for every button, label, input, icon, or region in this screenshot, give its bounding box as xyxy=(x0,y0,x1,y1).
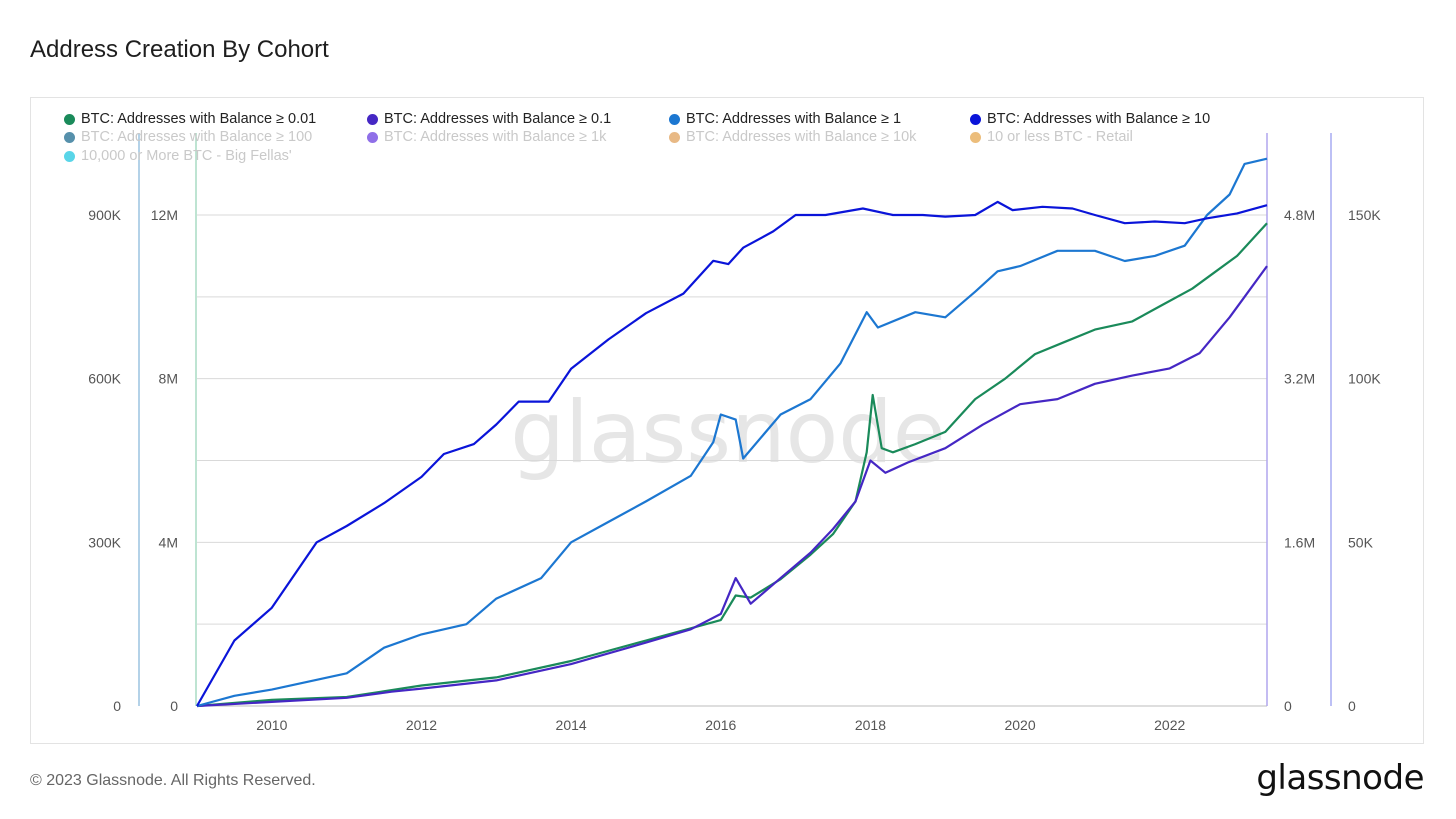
y-tick-label: 900K xyxy=(88,207,121,223)
x-tick-label: 2012 xyxy=(406,717,437,733)
legend-label: BTC: Addresses with Balance ≥ 1k xyxy=(384,129,607,145)
legend-dot xyxy=(669,113,680,125)
chart-title: Address Creation By Cohort xyxy=(30,36,329,63)
legend-item[interactable]: BTC: Addresses with Balance ≥ 1 xyxy=(669,111,901,127)
y-tick-label: 4M xyxy=(159,534,178,550)
series-line xyxy=(196,200,1268,707)
axis-lines xyxy=(138,133,1332,706)
y-tick-label: 100K xyxy=(1348,371,1381,387)
legend-label: BTC: Addresses with Balance ≥ 10k xyxy=(686,129,917,145)
legend-item[interactable]: BTC: Addresses with Balance ≥ 100 xyxy=(64,129,312,145)
legend-label: BTC: Addresses with Balance ≥ 100 xyxy=(81,129,313,145)
legend-dot xyxy=(367,113,378,125)
y-tick-label: 50K xyxy=(1348,534,1374,550)
y-tick-label: 0 xyxy=(1348,698,1356,714)
y-tick-label: 300K xyxy=(88,534,121,550)
y-tick-label: 4.8M xyxy=(1284,207,1315,223)
legend-item[interactable]: BTC: Addresses with Balance ≥ 0.1 xyxy=(367,111,611,127)
legend-dot xyxy=(669,131,680,143)
legend-dot xyxy=(64,113,75,125)
legend-label: 10 or less BTC - Retail xyxy=(987,129,1133,145)
y-tick-label: 1.6M xyxy=(1284,534,1315,550)
series-line xyxy=(196,222,1268,708)
legend-label: BTC: Addresses with Balance ≥ 1 xyxy=(686,111,902,127)
series-line xyxy=(196,265,1268,708)
y-tick-label: 0 xyxy=(113,698,121,714)
x-tick-label: 2016 xyxy=(705,717,736,733)
x-tick-label: 2020 xyxy=(1004,717,1035,733)
chart-frame xyxy=(30,97,1424,744)
glassnode-logo[interactable]: glassnode xyxy=(1256,758,1424,798)
copyright-footer: © 2023 Glassnode. All Rights Reserved. xyxy=(30,772,316,789)
series-line xyxy=(196,157,1268,708)
x-tick-label: 2022 xyxy=(1154,717,1185,733)
legend-dot xyxy=(367,131,378,143)
legend-item[interactable]: BTC: Addresses with Balance ≥ 1k xyxy=(367,129,606,145)
series-lines xyxy=(196,157,1268,708)
legend-item[interactable]: BTC: Addresses with Balance ≥ 0.01 xyxy=(64,111,316,127)
x-tick-label: 2010 xyxy=(256,717,287,733)
legend-item[interactable]: 10 or less BTC - Retail xyxy=(970,129,1133,145)
legend-dot xyxy=(64,131,75,143)
legend-label: BTC: Addresses with Balance ≥ 10 xyxy=(987,111,1211,127)
legend-item[interactable]: BTC: Addresses with Balance ≥ 10k xyxy=(669,129,916,145)
x-tick-label: 2014 xyxy=(556,717,587,733)
legend-item[interactable]: BTC: Addresses with Balance ≥ 10 xyxy=(970,111,1210,127)
legend-item[interactable]: 10,000 or More BTC - Big Fellas' xyxy=(64,148,292,164)
grid-lines xyxy=(197,214,1267,707)
legend-label: 10,000 or More BTC - Big Fellas' xyxy=(81,148,292,164)
y-tick-label: 12M xyxy=(151,207,178,223)
legend-label: BTC: Addresses with Balance ≥ 0.1 xyxy=(384,111,612,127)
y-tick-label: 3.2M xyxy=(1284,371,1315,387)
y-tick-label: 8M xyxy=(159,371,178,387)
legend-dot xyxy=(970,113,981,125)
y-tick-label: 150K xyxy=(1348,207,1381,223)
axis-ticks: 0 300K 600K 900K 0 4M 8M 12M 0 1.6M 3.2M 4.8M 0 50K 10… xyxy=(88,207,1381,733)
x-tick-label: 2018 xyxy=(855,717,886,733)
y-tick-label: 0 xyxy=(170,698,178,714)
legend-label: BTC: Addresses with Balance ≥ 0.01 xyxy=(81,111,317,127)
legend-dot xyxy=(970,131,981,143)
y-tick-label: 0 xyxy=(1284,698,1292,714)
y-tick-label: 600K xyxy=(88,371,121,387)
legend-dot xyxy=(64,150,75,162)
